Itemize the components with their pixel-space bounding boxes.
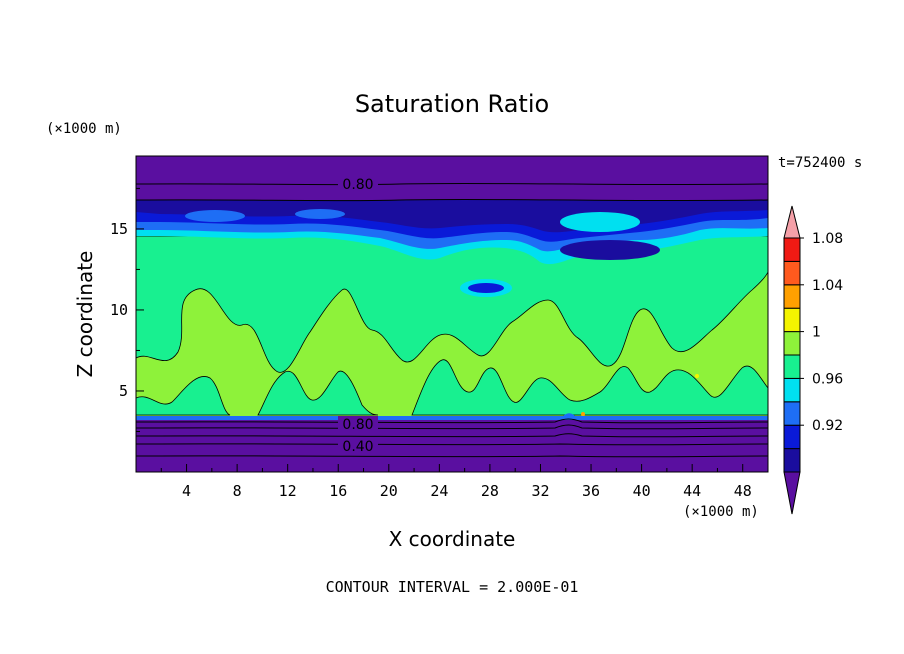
colorbar-label: 1.04	[812, 278, 843, 294]
x-tick-label: 28	[481, 482, 499, 500]
field-cyan-blob	[185, 210, 245, 222]
y-tick-label: 10	[110, 301, 128, 319]
colorbar-segment	[783, 307, 801, 333]
colorbar: 1.08 1.04 1 0.96 0.92	[783, 205, 843, 515]
field-moist-region	[136, 235, 768, 373]
colorbar-segment	[783, 331, 801, 356]
chart-title: Saturation Ratio	[355, 90, 549, 118]
x-tick-label: 32	[531, 482, 549, 500]
colorbar-segment	[783, 260, 801, 286]
y-tick-label: 15	[110, 220, 128, 238]
time-label: t=752400 s	[778, 155, 862, 171]
field-orange-spot	[581, 412, 585, 416]
y-axis-unit: (×1000 m)	[46, 121, 122, 137]
field-lower-bump	[560, 413, 578, 420]
colorbar-underflow	[783, 471, 801, 515]
contour-line-upper	[136, 182, 768, 186]
colorbar-segment	[783, 237, 801, 262]
colorbar-label: 1.08	[812, 231, 843, 247]
x-tick-label: 12	[279, 482, 297, 500]
x-tick-label: 8	[233, 482, 242, 500]
x-axis: 4 8 12 16 20 24 28 32 36 40 44 48	[160, 464, 752, 500]
x-tick-label: 16	[329, 482, 347, 500]
colorbar-label: 1	[812, 325, 821, 341]
contour-line-lower	[136, 443, 768, 446]
y-tick-label: 5	[119, 382, 128, 400]
colorbar-overflow	[783, 205, 801, 239]
field-moist-lower	[136, 376, 231, 416]
field-lower-blue-blob	[468, 283, 504, 293]
colorbar-segment	[783, 401, 801, 426]
field-moist-lower	[257, 370, 379, 416]
colorbar-label: 0.96	[812, 371, 843, 387]
x-tick-label: 44	[683, 482, 701, 500]
colorbar-segment	[783, 284, 801, 309]
field-lower-blue-edge	[136, 416, 768, 420]
x-tick-label: 48	[734, 482, 752, 500]
x-tick-label: 24	[430, 482, 448, 500]
x-axis-unit: (×1000 m)	[683, 504, 759, 520]
contour-line-lower	[136, 424, 768, 430]
x-tick-label: 36	[582, 482, 600, 500]
x-axis-label: X coordinate	[389, 527, 516, 551]
colorbar-segment	[783, 448, 801, 473]
field-cyan-blob	[560, 212, 640, 232]
y-axis-label: Z coordinate	[73, 251, 97, 378]
plot-area: 0.80 0.80 0.40	[136, 156, 768, 472]
x-tick-label: 20	[380, 482, 398, 500]
x-tick-label: 40	[633, 482, 651, 500]
colorbar-segment	[783, 377, 801, 403]
field-deep-lobe	[560, 240, 660, 260]
colorbar-segment	[783, 354, 801, 379]
field-upper-violet	[136, 156, 768, 200]
contour-label: 0.80	[342, 417, 373, 433]
contour-label: 0.80	[342, 177, 373, 193]
contour-line-upper	[136, 198, 768, 202]
x-tick-label: 4	[182, 482, 191, 500]
contour-label: 0.40	[342, 439, 373, 455]
field-moist-lower	[411, 359, 768, 416]
contour-line-lower	[136, 455, 768, 458]
plot-frame	[135, 155, 769, 473]
contour-interval-footer: CONTOUR INTERVAL = 2.000E-01	[326, 578, 579, 596]
colorbar-segment	[783, 424, 801, 450]
y-axis: 5 10 15	[110, 187, 144, 432]
contour-line-lower	[136, 433, 768, 438]
field-yellow-spot	[695, 374, 699, 378]
contour-line-lower	[136, 418, 768, 424]
field-cyan-blob	[295, 209, 345, 219]
colorbar-label: 0.92	[812, 418, 843, 434]
